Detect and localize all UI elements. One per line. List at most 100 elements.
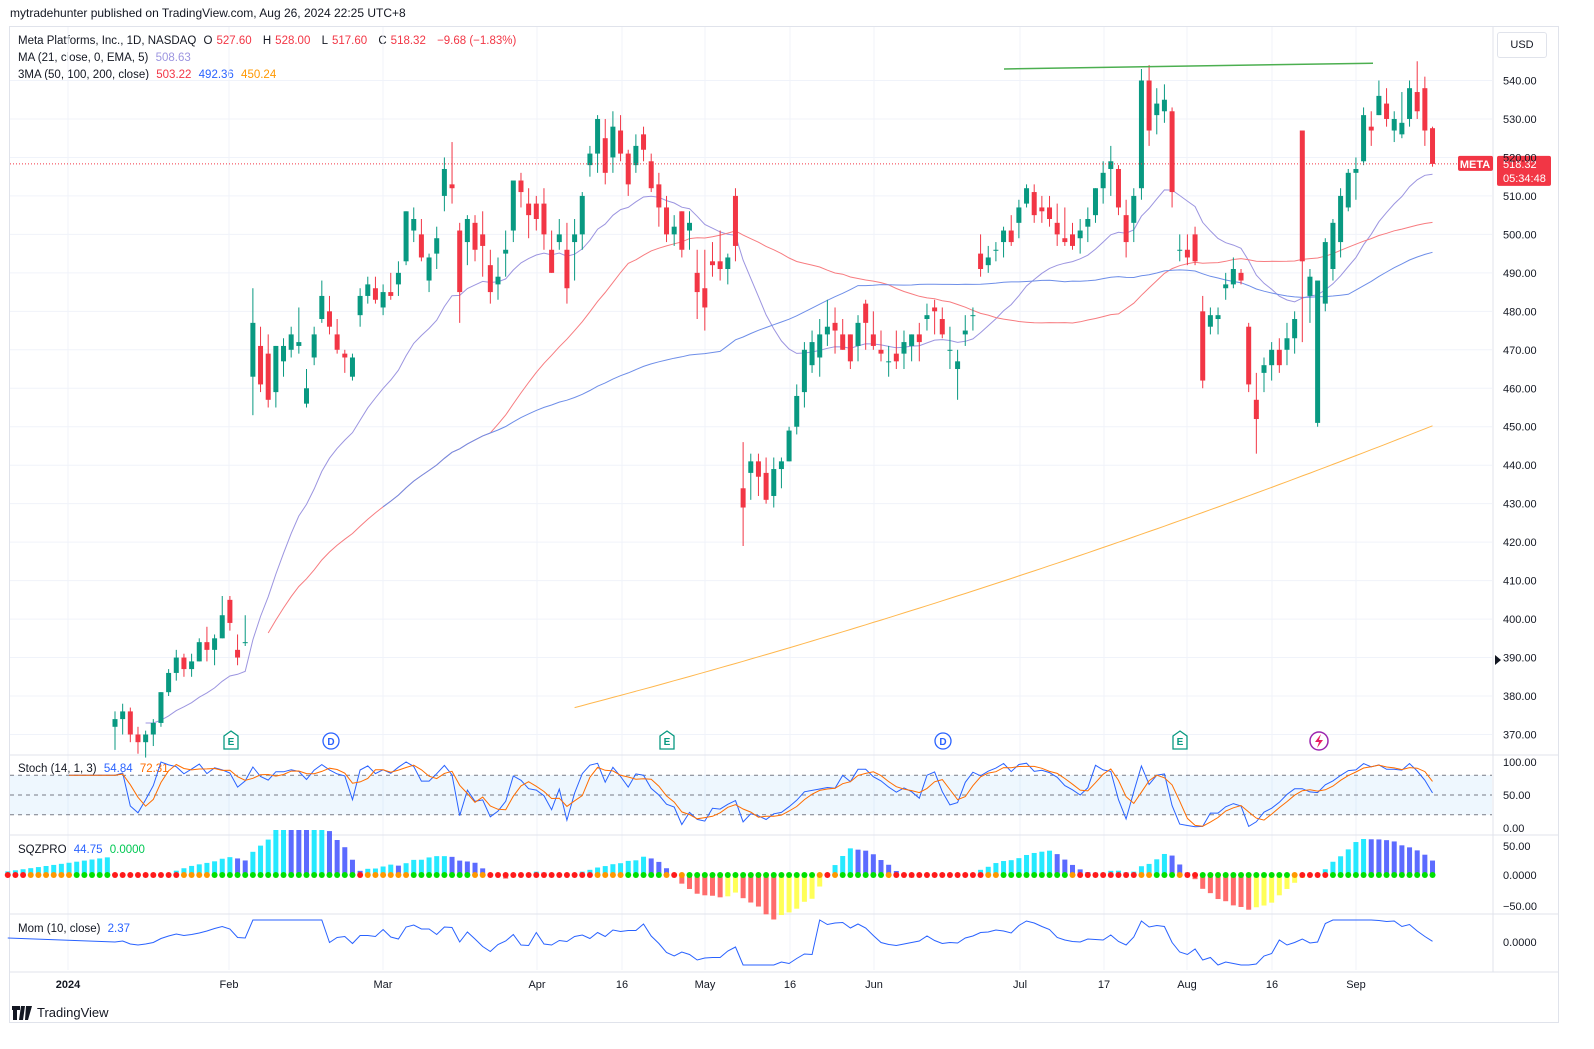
sqz-dot [839, 872, 846, 878]
sqz-legend[interactable]: SQZPRO 44.75 0.0000 [18, 844, 149, 856]
sqz-dot [1176, 872, 1183, 878]
sqz-dot [862, 872, 869, 878]
sqz-dot [855, 872, 862, 878]
candle-body [641, 134, 647, 150]
candle-body [411, 218, 417, 231]
sqz-dot [410, 872, 417, 878]
sqz-histogram-bar [694, 875, 700, 894]
tradingview-logo-icon [12, 1005, 32, 1020]
symbol-legend[interactable]: Meta Platforms, Inc., 1D, NASDAQ O 527.60… [18, 35, 520, 47]
candle-body [886, 361, 892, 363]
currency-button[interactable]: USD [1497, 32, 1547, 58]
sqz-dot [717, 872, 724, 878]
sqz-dot [318, 872, 325, 878]
candle-body [1184, 249, 1190, 258]
sqz-histogram-bar [1177, 864, 1183, 875]
candle-body [219, 615, 225, 639]
sqz-dot [1230, 872, 1237, 878]
sqz-histogram-bar [395, 865, 401, 875]
sqz-dot [311, 872, 318, 878]
sqz-histogram-bar [679, 875, 685, 884]
sqz-dot [165, 872, 172, 878]
sqz-dot [778, 872, 785, 878]
sqz-dot [617, 872, 624, 878]
sqz-dot [763, 872, 770, 878]
sqz-histogram-bar [755, 875, 761, 907]
sqz-histogram-bar [449, 856, 455, 875]
sqz-dot [495, 872, 501, 878]
candle-body [939, 319, 945, 335]
sqz-histogram-bar [1361, 839, 1367, 875]
sqz-dot [50, 872, 57, 878]
sqz-dot [1329, 872, 1336, 878]
sqz-dot [908, 872, 915, 878]
candle-body [1223, 284, 1229, 289]
sqz-dot [242, 872, 249, 878]
time-axis-label: 17 [1098, 979, 1110, 991]
candle-body [978, 253, 984, 270]
candle-body [671, 226, 677, 235]
stoch-legend[interactable]: Stoch (14, 1, 3) 54.84 72.31 [18, 763, 173, 775]
sqz-dot [1084, 872, 1091, 878]
price-axis-label: 490.00 [1503, 268, 1537, 280]
sqz-histogram-bar [1001, 861, 1007, 875]
candle-body [556, 234, 562, 243]
candle-body [778, 461, 784, 470]
sqz-histogram-bar [778, 875, 784, 916]
tradingview-footer[interactable]: TradingView [12, 1005, 109, 1020]
sqz-dot [1253, 872, 1260, 878]
mom-value: 2.37 [107, 923, 131, 935]
sqz-dot [380, 872, 387, 878]
sqz-dot [540, 872, 547, 878]
sqz-dot [655, 872, 662, 878]
sqz-histogram-bar [403, 863, 409, 875]
price-axis-label: 410.00 [1503, 576, 1537, 588]
sqz-histogram-bar [89, 859, 95, 875]
sqz-histogram-bar [1054, 854, 1060, 875]
candle-body [120, 711, 126, 720]
candle-body [1238, 272, 1244, 281]
sqz-histogram-bar [349, 859, 355, 875]
sqz-dot [66, 872, 73, 878]
sqz-dot [533, 872, 540, 878]
sqz-histogram-bar [326, 831, 332, 875]
candle-body [273, 345, 279, 393]
sqz-dot [1299, 872, 1306, 878]
time-axis-label: Apr [528, 979, 545, 991]
candle-body [1001, 230, 1007, 243]
candle-body [1031, 192, 1037, 216]
candle-body [258, 345, 264, 385]
sqz-dot [678, 872, 685, 878]
mom-legend[interactable]: Mom (10, close) 2.37 [18, 923, 134, 935]
sqz-dot [969, 872, 976, 878]
sqz-axis-label: 50.00 [1503, 841, 1531, 853]
event-marker-label: E [664, 737, 671, 748]
sqz-dot [1031, 872, 1038, 878]
price-axis-label: 480.00 [1503, 306, 1537, 318]
sqz-axis-label: 0.0000 [1503, 870, 1537, 882]
ma-legend[interactable]: MA (21, close, 0, EMA, 5) 508.63 [18, 52, 195, 64]
candle-body [1284, 338, 1290, 350]
candle-body [748, 461, 754, 473]
sqz-dot [502, 872, 509, 878]
sqz-dot [487, 872, 494, 878]
sqz-dot [709, 872, 716, 878]
candle-body [932, 307, 938, 312]
sqz-histogram-bar [43, 866, 49, 875]
earnings-marker [223, 730, 239, 750]
sqz-histogram-bar [817, 875, 823, 887]
sqz-dot [1069, 872, 1076, 878]
sqz-dot [694, 872, 701, 878]
candle-body [1070, 234, 1075, 246]
candle-body [1276, 349, 1282, 366]
sqz-dot [985, 872, 992, 878]
sqz-dot [341, 872, 348, 878]
sqz-dot [1337, 872, 1344, 878]
stoch-d-value: 72.31 [139, 763, 169, 775]
sqz-dot [1207, 872, 1214, 878]
sqz-dot [732, 872, 739, 878]
sqz-histogram-bar [1353, 842, 1359, 875]
candle-body [893, 353, 899, 362]
ma3-legend[interactable]: 3MA (50, 100, 200, close) 503.22 492.36 … [18, 69, 280, 81]
